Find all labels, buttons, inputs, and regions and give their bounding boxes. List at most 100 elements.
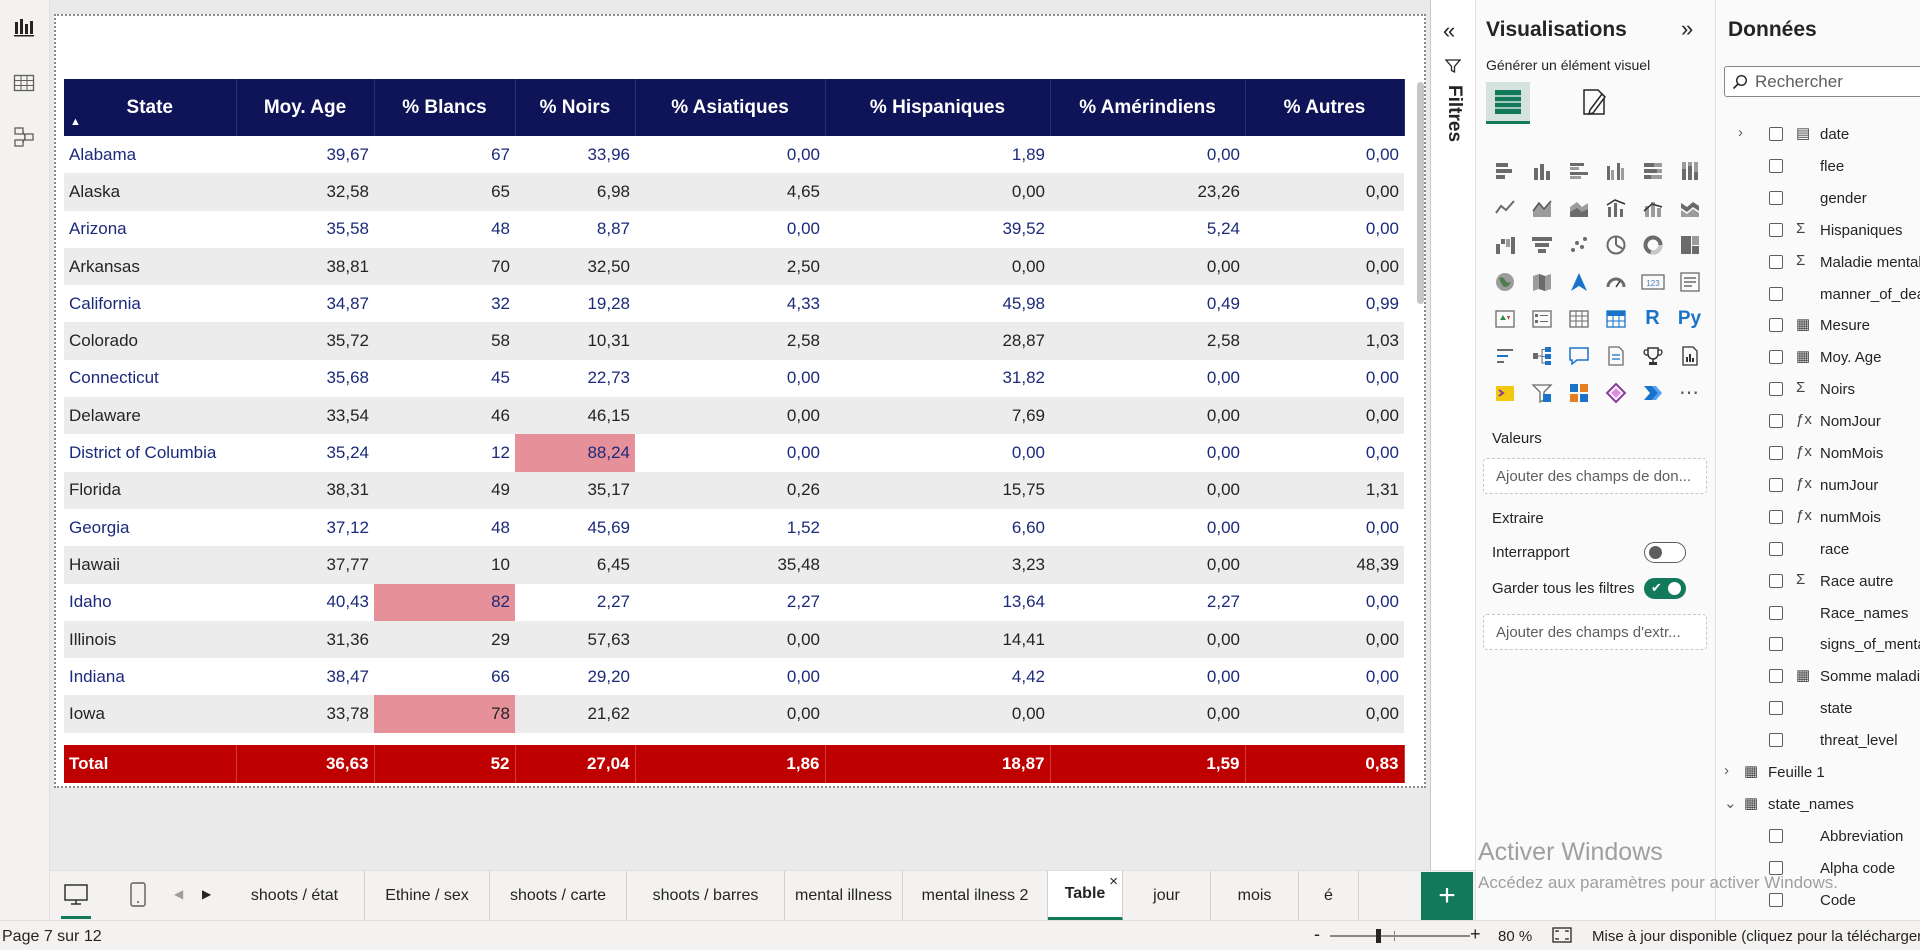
field-item[interactable]: ▦ Mesure [1716,311,1920,341]
table-row[interactable]: Alaska 32,58 65 6,98 4,65 0,00 23,26 0,00 [64,173,1404,211]
page-tab[interactable]: é [1299,871,1359,920]
field-checkbox[interactable] [1769,286,1783,301]
stacked-bar-chart-icon[interactable] [1486,152,1523,189]
filled-map-icon[interactable] [1523,263,1560,300]
field-checkbox[interactable] [1769,350,1783,365]
field-item[interactable]: ▦ Somme maladie [1716,662,1920,692]
field-item[interactable]: threat_level [1716,726,1920,756]
expand-chevron-icon[interactable]: « [1443,18,1456,43]
power-automate-flow-icon[interactable] [1634,374,1671,411]
search-input[interactable]: Rechercher [1724,66,1920,97]
chevron-right-icon[interactable]: › [1724,762,1729,779]
field-checkbox[interactable] [1769,637,1783,652]
decomposition-tree-icon[interactable] [1523,337,1560,374]
qna-icon[interactable] [1560,337,1597,374]
table-row[interactable]: Idaho 40,43 82 2,27 2,27 13,64 2,27 0,00 [64,583,1404,621]
field-item[interactable]: Race_names [1716,599,1920,629]
funnel-chart-icon[interactable] [1523,226,1560,263]
waterfall-chart-icon[interactable] [1486,226,1523,263]
column-header[interactable]: % Asiatiques [635,79,826,136]
field-checkbox[interactable] [1769,254,1783,269]
values-well[interactable]: Ajouter des champs de don... [1483,458,1707,494]
add-page-button[interactable]: + [1421,872,1473,920]
page-tab[interactable]: shoots / carte [490,871,627,920]
page-tab[interactable]: Table × [1048,871,1123,920]
zoom-slider[interactable] [1330,929,1470,943]
gauge-icon[interactable] [1597,263,1634,300]
page-tab[interactable]: Ethine / sex [365,871,490,920]
clustered-column-chart-icon[interactable] [1597,152,1634,189]
field-item[interactable]: Σ Race autre [1716,567,1920,597]
table-item[interactable]: ⌄ ▦ state_names [1716,790,1920,820]
donut-chart-icon[interactable] [1634,226,1671,263]
stacked-column-chart-icon[interactable] [1523,152,1560,189]
zoom-slider-thumb[interactable] [1376,929,1381,943]
page-tab[interactable]: mois [1211,871,1299,920]
field-item[interactable]: ƒx NomJour [1716,407,1920,437]
table-row[interactable]: Colorado 35,72 58 10,31 2,58 28,87 2,58 1,03 [64,322,1404,360]
clustered-bar-chart-icon[interactable] [1560,152,1597,189]
more-visuals-icon[interactable]: ⋯ [1679,382,1700,404]
chevron-right-icon[interactable]: › [1738,124,1743,141]
field-item[interactable]: race [1716,535,1920,565]
table-visual[interactable]: State ▲ Moy. Age % Blancs % Noirs % Asiatique… [54,14,1426,788]
cross-report-toggle[interactable] [1644,542,1686,563]
field-item[interactable]: Σ Hispaniques [1716,216,1920,246]
model-view-icon[interactable] [11,124,37,150]
mobile-layout-icon[interactable] [128,881,148,914]
tabs-scroll-right-icon[interactable]: ▶ [202,887,212,901]
field-checkbox[interactable] [1769,733,1783,748]
tabs-scroll-left-icon[interactable]: ◀ [174,887,184,901]
field-item[interactable]: Code [1716,886,1920,916]
table-view-icon[interactable] [11,70,37,96]
build-visual-tab[interactable] [1486,82,1530,124]
table-row[interactable]: California 34,87 32 19,28 4,33 45,98 0,49 0,99 [64,285,1404,323]
table-row[interactable]: Alabama 39,67 67 33,96 0,00 1,89 0,00 0,00 [64,136,1404,174]
scatter-chart-icon[interactable] [1560,226,1597,263]
field-item[interactable]: Σ Maladie mentale [1716,248,1920,278]
chevron-down-icon[interactable]: ⌄ [1724,794,1737,812]
power-apps-diamond-icon[interactable] [1597,374,1634,411]
report-view-icon[interactable] [11,14,37,40]
keep-filters-toggle[interactable]: ✔ [1644,578,1686,599]
drill-through-well[interactable]: Ajouter des champs d'extr... [1483,614,1707,650]
power-automate-icon[interactable] [1523,374,1560,411]
table-row[interactable]: District of Columbia 35,24 12 88,24 0,00 0,00… [64,434,1404,472]
100-stacked-bar-chart-icon[interactable] [1634,152,1671,189]
field-checkbox[interactable] [1769,190,1783,205]
slicer-icon[interactable] [1523,300,1560,337]
card-icon[interactable]: 123 [1634,263,1671,300]
table-row[interactable]: Illinois 31,36 29 57,63 0,00 14,41 0,00 0,00 [64,620,1404,659]
page-tab[interactable]: mental illness [785,871,903,920]
field-checkbox[interactable] [1769,701,1783,716]
stacked-area-chart-icon[interactable] [1560,189,1597,226]
line-clustered-column-icon[interactable] [1597,189,1634,226]
table-row[interactable]: Arkansas 38,81 70 32,50 2,50 0,00 0,00 0,00 [64,247,1404,286]
field-item[interactable]: signs_of_mental_illness [1716,630,1920,660]
field-checkbox[interactable] [1769,382,1783,397]
field-item[interactable]: flee [1716,152,1920,182]
page-tab[interactable]: shoots / état [225,871,365,920]
field-checkbox[interactable] [1769,318,1783,333]
python-visual-icon[interactable]: Py [1677,307,1702,329]
field-checkbox[interactable] [1769,669,1783,684]
field-checkbox[interactable] [1769,127,1783,141]
field-checkbox[interactable] [1769,892,1783,907]
table-row[interactable]: Indiana 38,47 66 29,20 0,00 4,42 0,00 0,00 [64,658,1404,696]
fit-to-page-icon[interactable] [1552,926,1572,949]
field-checkbox[interactable] [1769,477,1783,492]
zoom-out-button[interactable]: - [1314,924,1320,944]
column-header[interactable]: State ▲ [64,79,237,136]
line-chart-icon[interactable] [1486,189,1523,226]
r-visual-icon[interactable]: R [1645,307,1660,329]
column-header[interactable]: % Noirs [515,79,636,136]
field-checkbox[interactable] [1769,573,1783,588]
column-header[interactable]: % Amérindiens [1050,79,1246,136]
field-item[interactable]: ƒx numJour [1716,471,1920,501]
page-tab[interactable]: mental ilness 2 [903,871,1048,920]
azure-map-icon[interactable] [1560,263,1597,300]
column-header[interactable]: % Autres [1245,79,1405,136]
zoom-in-button[interactable]: + [1470,924,1481,944]
page-tab[interactable]: jour [1123,871,1211,920]
table-row[interactable]: Florida 38,31 49 35,17 0,26 15,75 0,00 1,31 [64,471,1404,509]
